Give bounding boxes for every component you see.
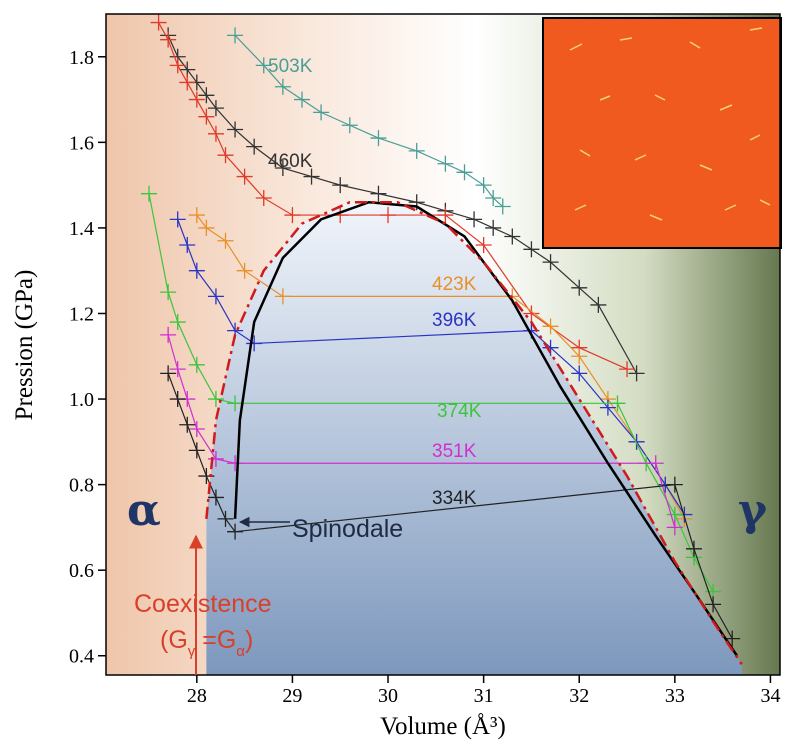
chart: Volume (Å³) Pression (GPa) α γ Spinodale… <box>0 0 800 749</box>
formula-text: (G <box>160 626 188 654</box>
y-tick-label: 1.8 <box>69 47 94 69</box>
formula-text: ) <box>245 626 253 654</box>
isotherm-label: 396K <box>432 310 477 331</box>
isotherm-label: 351K <box>432 441 477 462</box>
y-tick-label: 0.8 <box>69 475 94 497</box>
x-tick-label: 28 <box>187 685 207 707</box>
alpha-label: α <box>127 485 161 536</box>
formula-text: =G <box>195 626 236 654</box>
isotherm-label: 503K <box>268 56 313 77</box>
y-tick-label: 1.0 <box>69 389 94 411</box>
gamma-label: γ <box>738 485 768 536</box>
y-tick-label: 0.4 <box>69 646 94 668</box>
x-tick-label: 29 <box>282 685 302 707</box>
y-tick-label: 1.2 <box>69 303 94 325</box>
coexistence-label: Coexistence <box>134 590 272 618</box>
y-tick-label: 1.6 <box>69 132 94 154</box>
x-tick-label: 33 <box>665 685 685 707</box>
spinodal-label: Spinodale <box>292 515 403 543</box>
formula-subscript: α <box>236 643 245 660</box>
y-axis-label: Pression (GPa) <box>11 270 38 421</box>
isotherm-label: 460K <box>268 151 313 172</box>
isotherm-label: 374K <box>437 401 482 422</box>
y-tick-label: 0.6 <box>69 560 94 582</box>
inset-image <box>543 18 781 248</box>
x-tick-label: 34 <box>760 685 780 707</box>
isotherm-label: 423K <box>432 274 477 295</box>
x-axis-label: Volume (Å³) <box>380 713 506 740</box>
x-tick-label: 30 <box>378 685 398 707</box>
x-tick-label: 32 <box>569 685 589 707</box>
x-tick-label: 31 <box>474 685 494 707</box>
isotherm-label: 334K <box>432 488 477 509</box>
y-tick-label: 1.4 <box>69 218 94 240</box>
